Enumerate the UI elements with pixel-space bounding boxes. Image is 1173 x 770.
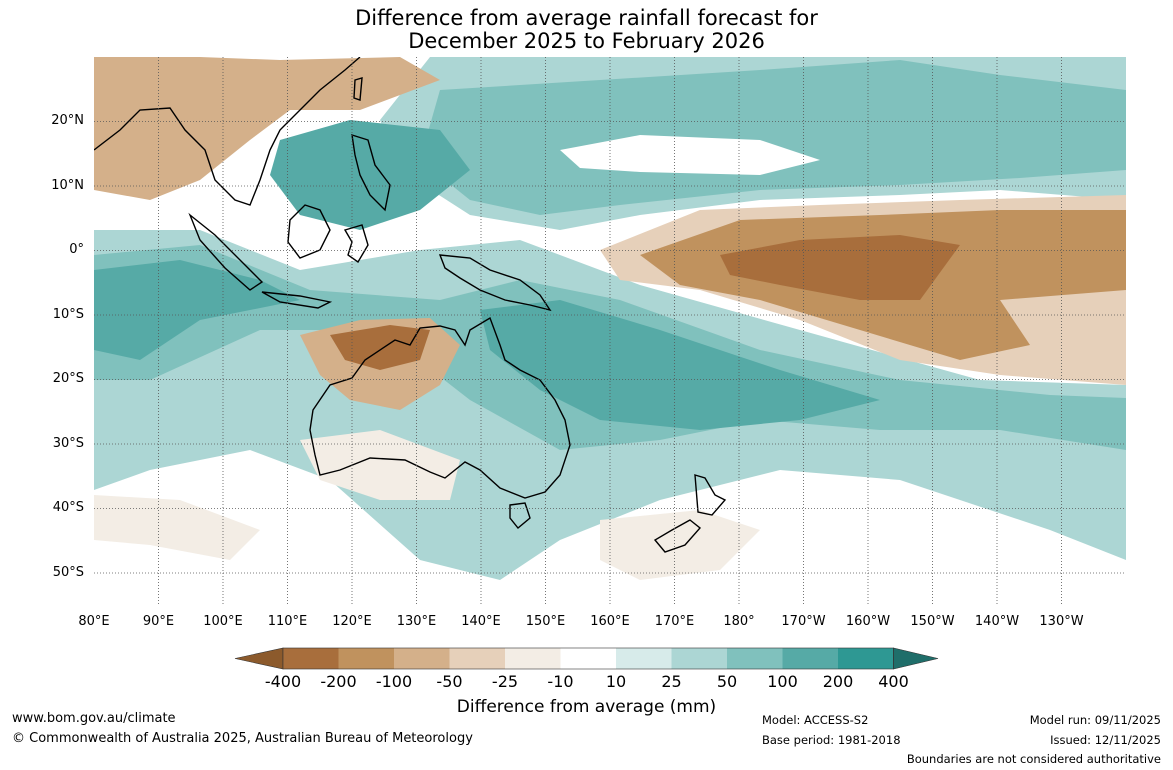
colorbar-tick-2: -200	[320, 672, 357, 691]
lon-label-160E: 160°E	[590, 614, 630, 629]
wet-region-north-pacific-core	[420, 60, 1126, 215]
lon-label-130W: 130°W	[1039, 614, 1084, 629]
coastlines	[94, 57, 727, 553]
philippines-coastline	[351, 133, 391, 212]
colorbar-bin-1	[283, 648, 339, 669]
lat-label-0: 0°	[69, 242, 84, 257]
colorbar-tick-11: 200	[822, 672, 854, 691]
new-guinea-coastline	[438, 254, 552, 312]
wet-region-maritime	[270, 120, 470, 230]
colorbar-tick-6: -10	[547, 672, 574, 691]
sumatra-coastline	[188, 212, 264, 291]
colorbar-bin-8	[671, 648, 727, 669]
model-name: Model: ACCESS-S2	[762, 713, 869, 727]
colorbar-bin-10	[782, 648, 838, 669]
colorbar-bin-5	[505, 648, 561, 669]
dry-region-northern-australia-core	[330, 325, 430, 370]
colorbar-bin-6	[560, 648, 616, 669]
dry-region-south-indian	[94, 430, 760, 580]
new-zealand-coastline	[653, 474, 727, 553]
colorbar-bin-3	[394, 648, 450, 669]
lon-label-150W: 150°W	[910, 614, 955, 629]
title-line-1: Difference from average rainfall forecas…	[355, 6, 818, 30]
lon-label-90E: 90°E	[142, 614, 175, 629]
colorbar-bin-11	[838, 648, 894, 669]
lat-label-10S: 10°S	[52, 307, 84, 322]
model-run-date: Model run: 09/11/2025	[1029, 713, 1161, 727]
colorbar-bin-9	[727, 648, 783, 669]
colorbar-tick-12: 400	[878, 672, 909, 691]
dry-region-north-west	[94, 57, 440, 200]
lat-label-20S: 20°S	[52, 371, 84, 386]
website-link[interactable]: www.bom.gov.au/climate	[12, 711, 176, 726]
tasmania-coastline	[509, 502, 531, 529]
colorbar-bin-2	[338, 648, 394, 669]
dry-region-central-pacific-core	[720, 235, 960, 300]
graticule	[94, 57, 1126, 605]
lon-label-140E: 140°E	[461, 614, 501, 629]
lon-label-160W: 160°W	[845, 614, 891, 629]
colorbar-tick-5: -25	[491, 672, 519, 691]
copyright-notice: © Commonwealth of Australia 2025, Austra…	[12, 731, 473, 746]
colorbar-tick-1: -400	[264, 672, 302, 691]
sulawesi-coastline	[343, 224, 369, 264]
colorbar-bin-4	[449, 648, 505, 669]
java-coastline	[261, 291, 333, 309]
lon-label-130E: 130°E	[396, 614, 437, 629]
colorbar-extend-below	[234, 647, 284, 670]
taiwan-coastline	[353, 77, 363, 101]
colorbar-bin-7	[616, 648, 672, 669]
lat-label-30S: 30°S	[52, 436, 84, 451]
colorbar-tick-10: 100	[767, 672, 798, 691]
boundaries-disclaimer: Boundaries are not considered authoritat…	[906, 752, 1161, 766]
lon-label-150E: 150°E	[525, 614, 566, 629]
colorbar	[234, 647, 939, 670]
issued-date: Issued: 12/11/2025	[1050, 733, 1161, 747]
lon-label-80E: 80°E	[78, 614, 110, 629]
lon-label-140W: 140°W	[974, 614, 1020, 629]
lon-label-180: 180°	[723, 614, 755, 629]
lat-label-20N: 20°N	[51, 113, 84, 128]
colorbar-outline	[282, 647, 894, 670]
colorbar-tick-9: 50	[716, 672, 738, 691]
lat-label-40S: 40°S	[52, 500, 84, 515]
base-period: Base period: 1981-2018	[762, 733, 901, 747]
colorbar-tick-8: 25	[661, 672, 682, 691]
borneo-coastline	[287, 204, 331, 259]
asia-coastline	[94, 57, 361, 206]
colorbar-tick-3: -100	[375, 672, 413, 691]
colorbar-tick-7: 10	[605, 672, 627, 691]
lat-label-50S: 50°S	[52, 565, 84, 580]
lon-label-110E: 110°E	[267, 614, 308, 629]
lon-label-120E: 120°E	[332, 614, 372, 629]
australia-coastline	[309, 316, 571, 499]
colorbar-label: Difference from average (mm)	[456, 697, 717, 717]
wet-region-spcz-core	[94, 260, 880, 430]
title-line-2: December 2025 to February 2026	[408, 29, 765, 53]
colorbar-tick-4: -50	[436, 672, 463, 691]
lon-label-100E: 100°E	[203, 614, 243, 629]
dry-region-north-pacific-white	[560, 135, 820, 175]
lon-label-170E: 170°E	[654, 614, 695, 629]
lat-label-10N: 10°N	[51, 178, 84, 193]
colorbar-extend-above	[893, 647, 939, 670]
lon-label-170W: 170°W	[781, 614, 826, 629]
